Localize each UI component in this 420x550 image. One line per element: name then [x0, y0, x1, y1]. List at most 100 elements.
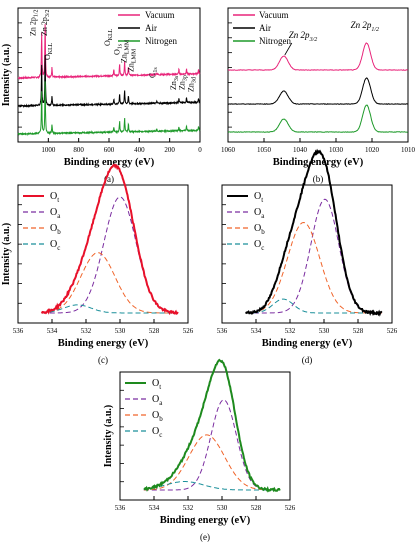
panel-c-legend-label: Ot — [50, 191, 59, 204]
panel-a-annotation: ZnLMM — [120, 39, 131, 63]
panel-b-x-tick-label: 1060 — [221, 146, 236, 154]
panel-d-component-oc — [245, 298, 382, 314]
panel-c: 536 534 532 530 528 526 Binding energy (eV) Int… — [1, 163, 194, 365]
panel-c-component-oc — [41, 304, 178, 314]
panel-a: 1000 800 600 400 200 0 Binding energy (eV) Inte… — [1, 7, 202, 184]
panel-a-annotation: Zn3p — [178, 75, 189, 90]
panel-c-x-tick-label: 526 — [183, 327, 194, 335]
panel-b-series-air — [228, 77, 409, 105]
panel-b-x-tick-label: 1050 — [257, 146, 272, 154]
panel-c-panel-label: (c) — [98, 355, 108, 365]
panel-b-x-tick-label: 1040 — [293, 146, 308, 154]
panel-d-x-tick-label: 526 — [387, 327, 398, 335]
panel-e-x-tick-label: 528 — [251, 504, 262, 512]
panel-a-series-vacuum — [17, 24, 201, 81]
panel-e-legend-label: Oa — [152, 394, 163, 407]
panel-c-x-tick-label: 536 — [13, 327, 24, 335]
panel-b-series-nitrogen — [227, 104, 408, 133]
panel-c-component-ot — [40, 163, 179, 316]
panel-e-y-label: Intensity (a.u.) — [103, 405, 114, 468]
panel-e-x-tick-label: 534 — [149, 504, 160, 512]
panel-c-x-tick-label: 532 — [81, 327, 92, 335]
panel-b-annotation: Zn 2p1/2 — [351, 20, 379, 33]
panel-d-panel-label: (d) — [302, 355, 313, 365]
panel-c-legend-label: Oc — [50, 239, 60, 252]
panel-a-y-label: Intensity (a.u.) — [1, 44, 12, 107]
panel-c-y-label: Intensity (a.u.) — [1, 223, 12, 286]
panel-d-component-oa — [245, 198, 382, 314]
panel-d-x-tick-label: 530 — [319, 327, 330, 335]
panel-d-legend-label: Oa — [254, 207, 265, 220]
panel-a-annotation: Zn3s — [169, 75, 180, 90]
panel-e-component-oc — [143, 481, 280, 491]
panel-a-x-tick-label: 400 — [134, 146, 145, 154]
panel-b-x-tick-label: 1010 — [401, 146, 416, 154]
panel-a-legend-label: Air — [145, 23, 157, 33]
panel-a-series-air — [17, 55, 201, 109]
panel-a-x-tick-label: 1000 — [41, 146, 56, 154]
panel-d-legend-label: Ob — [254, 223, 265, 236]
panel-a-x-tick-label: 200 — [164, 146, 175, 154]
panel-d: 536 534 532 530 528 526 Binding energy (eV) (d)… — [217, 148, 398, 365]
panel-d-component-ot — [244, 148, 383, 317]
panel-e-x-label: Binding energy (eV) — [160, 515, 251, 526]
panel-a-legend-label: Nitrogen — [145, 36, 177, 46]
panel-e-x-tick-label: 530 — [217, 504, 228, 512]
panel-d-legend-label: Ot — [254, 191, 263, 204]
panel-a-legend-label: Vacuum — [145, 10, 175, 20]
panel-e: 536 534 532 530 528 526 Binding energy (eV) Int… — [103, 358, 296, 542]
panel-d-component-ob — [245, 221, 382, 314]
panel-b-frame — [227, 7, 409, 143]
panel-e-component-oa — [143, 399, 280, 491]
panel-a-annotation: OKLL — [43, 42, 54, 60]
panel-a-annotation: Zn 2p1/2 — [29, 9, 40, 36]
panel-a-series-nitrogen — [17, 81, 201, 137]
panel-d-legend-label: Oc — [254, 239, 264, 252]
panel-e-frame — [119, 371, 291, 501]
panel-b-legend-label: Air — [259, 23, 271, 33]
panel-a-annotation: C1s — [148, 67, 159, 78]
panel-b-annotation-arrow — [284, 42, 293, 56]
panel-e-component-ot — [143, 358, 281, 493]
panel-c-frame — [17, 184, 189, 324]
panel-a-annotation: ZnLMM — [126, 48, 137, 72]
panel-d-x-label: Binding energy (eV) — [262, 338, 353, 349]
panel-a-x-label: Binding energy (eV) — [64, 157, 155, 168]
panel-c-legend-label: Ob — [50, 223, 61, 236]
panel-d-x-tick-label: 536 — [217, 327, 228, 335]
panel-d-x-tick-label: 528 — [353, 327, 364, 335]
panel-c-component-oa — [41, 196, 178, 314]
panel-b-annotation: Zn 2p3/2 — [289, 30, 317, 43]
panel-a-annotation: Zn 2p3/2 — [40, 9, 51, 36]
panel-b: 1060 1050 1040 1030 1020 1010 Binding energy (… — [221, 7, 416, 184]
panel-a-annotation: Zn3d — [186, 77, 197, 92]
panel-b-panel-label: (b) — [313, 174, 324, 184]
panel-d-x-tick-label: 532 — [285, 327, 296, 335]
panel-a-annotation: O1s — [113, 43, 124, 55]
panel-b-x-label: Binding energy (eV) — [273, 157, 364, 168]
panel-b-x-tick-label: 1030 — [329, 146, 344, 154]
panel-d-frame — [221, 184, 393, 324]
panel-e-legend-label: Oc — [152, 426, 162, 439]
panel-e-panel-label: (e) — [200, 532, 210, 542]
panel-b-legend-label: Nitrogen — [259, 36, 291, 46]
panel-a-x-tick-label: 800 — [73, 146, 84, 154]
panel-e-legend-label: Ob — [152, 410, 163, 423]
panel-e-legend-label: Ot — [152, 378, 161, 391]
panel-b-x-tick-label: 1020 — [365, 146, 380, 154]
panel-a-panel-label: (a) — [104, 174, 114, 184]
panel-c-x-tick-label: 534 — [47, 327, 58, 335]
panel-a-x-tick-label: 600 — [104, 146, 115, 154]
panel-b-legend-label: Vacuum — [259, 10, 289, 20]
panel-d-x-tick-label: 534 — [251, 327, 262, 335]
panel-c-x-tick-label: 530 — [115, 327, 126, 335]
panel-e-x-tick-label: 532 — [183, 504, 194, 512]
panel-c-legend-label: Oa — [50, 207, 61, 220]
panel-b-series-vacuum — [227, 42, 408, 71]
panel-e-x-tick-label: 526 — [285, 504, 296, 512]
panel-c-x-label: Binding energy (eV) — [58, 338, 149, 349]
panel-c-x-tick-label: 528 — [149, 327, 160, 335]
panel-e-x-tick-label: 536 — [115, 504, 126, 512]
panel-a-x-tick-label: 0 — [198, 146, 202, 154]
